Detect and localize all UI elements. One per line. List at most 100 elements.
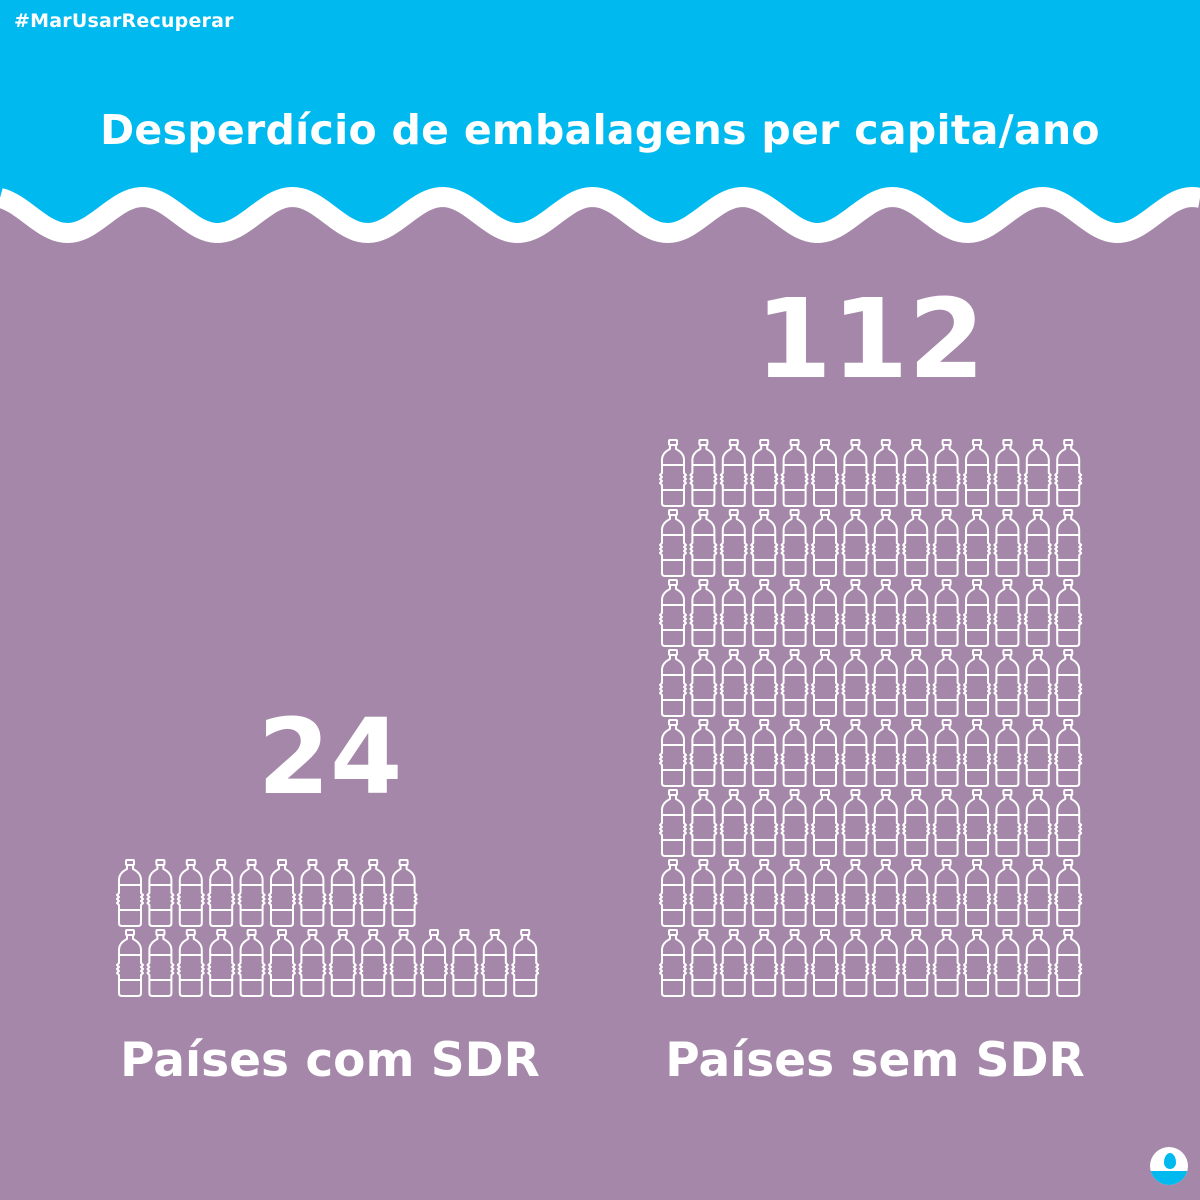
bottle-icon-sem-sdr-8 xyxy=(871,929,900,997)
category-label-paises-com-sdr: Países com SDR xyxy=(120,1033,540,1088)
bottle-icon-sem-sdr-93 xyxy=(902,509,931,577)
bottle-icon-com-sdr-14 xyxy=(511,929,540,997)
bottle-icon-sem-sdr-30 xyxy=(689,789,718,857)
bottle-icon-sem-sdr-58 xyxy=(689,649,718,717)
bottle-icon-sem-sdr-9 xyxy=(902,929,931,997)
bottle-icon-sem-sdr-98 xyxy=(1054,509,1083,577)
bottle-icon-com-sdr-20 xyxy=(268,859,296,927)
bottle-icon-sem-sdr-65 xyxy=(902,649,931,717)
bottle-icon-sem-sdr-88 xyxy=(750,509,779,577)
bottle-icon-com-sdr-8 xyxy=(328,929,357,997)
bottles-paises-com-sdr xyxy=(116,859,540,997)
bottle-icon-sem-sdr-106 xyxy=(871,439,900,507)
bottle-icon-sem-sdr-75 xyxy=(780,579,809,647)
bottle-icon-sem-sdr-1 xyxy=(659,929,687,997)
bottle-icon-sem-sdr-3 xyxy=(719,929,748,997)
bottle-icon-sem-sdr-27 xyxy=(1023,859,1052,927)
bottle-icon-sem-sdr-95 xyxy=(963,509,991,577)
bottle-icon-sem-sdr-11 xyxy=(963,929,991,997)
bottle-icon-sem-sdr-111 xyxy=(1023,439,1052,507)
bottle-icon-sem-sdr-103 xyxy=(780,439,809,507)
bottle-icon-sem-sdr-112 xyxy=(1054,439,1083,507)
bottle-icon-sem-sdr-53 xyxy=(963,719,991,787)
bottle-icon-sem-sdr-100 xyxy=(689,439,718,507)
bottle-icon-com-sdr-22 xyxy=(328,859,357,927)
bottle-icon-sem-sdr-6 xyxy=(811,929,839,997)
bottle-icon-sem-sdr-79 xyxy=(902,579,931,647)
bottle-icon-sem-sdr-92 xyxy=(871,509,900,577)
bottle-icon-com-sdr-23 xyxy=(359,859,388,927)
bottle-icon-sem-sdr-76 xyxy=(811,579,839,647)
bottle-icon-sem-sdr-99 xyxy=(659,439,687,507)
bottle-icon-sem-sdr-107 xyxy=(902,439,931,507)
bottle-icon-sem-sdr-91 xyxy=(841,509,870,577)
bottle-icon-sem-sdr-28 xyxy=(1054,859,1083,927)
bottle-icon-sem-sdr-43 xyxy=(659,719,687,787)
bottles-paises-sem-sdr xyxy=(659,439,1083,997)
bottle-icon-com-sdr-17 xyxy=(176,859,205,927)
bottle-icon-sem-sdr-108 xyxy=(932,439,961,507)
bottle-icon-sem-sdr-12 xyxy=(993,929,1022,997)
bottle-icon-com-sdr-19 xyxy=(237,859,266,927)
bottle-icon-sem-sdr-19 xyxy=(780,859,809,927)
bottle-icon-sem-sdr-55 xyxy=(1023,719,1052,787)
bottle-icon-sem-sdr-22 xyxy=(871,859,900,927)
bottle-icon-com-sdr-7 xyxy=(298,929,327,997)
bottle-icon-sem-sdr-82 xyxy=(993,579,1022,647)
bottle-icon-sem-sdr-62 xyxy=(811,649,839,717)
bottle-icon-sem-sdr-45 xyxy=(719,719,748,787)
bottle-icon-sem-sdr-85 xyxy=(659,509,687,577)
bottle-icon-sem-sdr-72 xyxy=(689,579,718,647)
bottle-icon-sem-sdr-40 xyxy=(993,789,1022,857)
bottle-icon-com-sdr-10 xyxy=(389,929,418,997)
bottle-icon-sem-sdr-71 xyxy=(659,579,687,647)
bottle-icon-com-sdr-5 xyxy=(237,929,266,997)
bottle-icon-sem-sdr-47 xyxy=(780,719,809,787)
bottle-icon-sem-sdr-104 xyxy=(811,439,839,507)
bottle-icon-sem-sdr-61 xyxy=(780,649,809,717)
bottle-icon-sem-sdr-60 xyxy=(750,649,779,717)
bottle-icon-sem-sdr-35 xyxy=(841,789,870,857)
bottle-icon-sem-sdr-31 xyxy=(719,789,748,857)
bottle-icon-sem-sdr-41 xyxy=(1023,789,1052,857)
chart-title: Desperdício de embalagens per capita/ano xyxy=(100,106,1100,154)
bottle-icon-sem-sdr-17 xyxy=(719,859,748,927)
bottle-icon-sem-sdr-32 xyxy=(750,789,779,857)
value-paises-com-sdr: 24 xyxy=(257,696,403,818)
hashtag: #MarUsarRecuperar xyxy=(14,10,234,32)
bottle-icon-sem-sdr-63 xyxy=(841,649,870,717)
bottle-icon-com-sdr-15 xyxy=(116,859,144,927)
bottle-icon-sem-sdr-36 xyxy=(871,789,900,857)
bottle-icon-sem-sdr-48 xyxy=(811,719,839,787)
bottle-icon-sem-sdr-110 xyxy=(993,439,1022,507)
bottle-icon-sem-sdr-14 xyxy=(1054,929,1083,997)
bottle-icon-com-sdr-6 xyxy=(268,929,296,997)
bottle-icon-sem-sdr-34 xyxy=(811,789,839,857)
bottle-icon-sem-sdr-24 xyxy=(932,859,961,927)
bottle-icon-sem-sdr-26 xyxy=(993,859,1022,927)
bottle-icon-com-sdr-18 xyxy=(207,859,236,927)
bottle-icon-sem-sdr-74 xyxy=(750,579,779,647)
bottle-icon-sem-sdr-84 xyxy=(1054,579,1083,647)
bottle-icon-sem-sdr-10 xyxy=(932,929,961,997)
bottle-icon-sem-sdr-80 xyxy=(932,579,961,647)
bottle-icon-sem-sdr-25 xyxy=(963,859,991,927)
bottle-icon-sem-sdr-77 xyxy=(841,579,870,647)
bottle-icon-sem-sdr-18 xyxy=(750,859,779,927)
bottle-icon-sem-sdr-87 xyxy=(719,509,748,577)
bottle-icon-sem-sdr-50 xyxy=(871,719,900,787)
bottle-icon-sem-sdr-4 xyxy=(750,929,779,997)
bottle-icon-sem-sdr-94 xyxy=(932,509,961,577)
bottle-icon-sem-sdr-68 xyxy=(993,649,1022,717)
bottle-icon-sem-sdr-78 xyxy=(871,579,900,647)
bottle-icon-sem-sdr-109 xyxy=(963,439,991,507)
bottle-icon-sem-sdr-70 xyxy=(1054,649,1083,717)
bottle-icon-sem-sdr-64 xyxy=(871,649,900,717)
water-drop-logo-icon xyxy=(1150,1147,1188,1185)
bottle-icon-sem-sdr-21 xyxy=(841,859,870,927)
bottle-icon-com-sdr-4 xyxy=(207,929,236,997)
bottle-icon-sem-sdr-81 xyxy=(963,579,991,647)
bottle-icon-sem-sdr-2 xyxy=(689,929,718,997)
bottle-icon-com-sdr-9 xyxy=(359,929,388,997)
